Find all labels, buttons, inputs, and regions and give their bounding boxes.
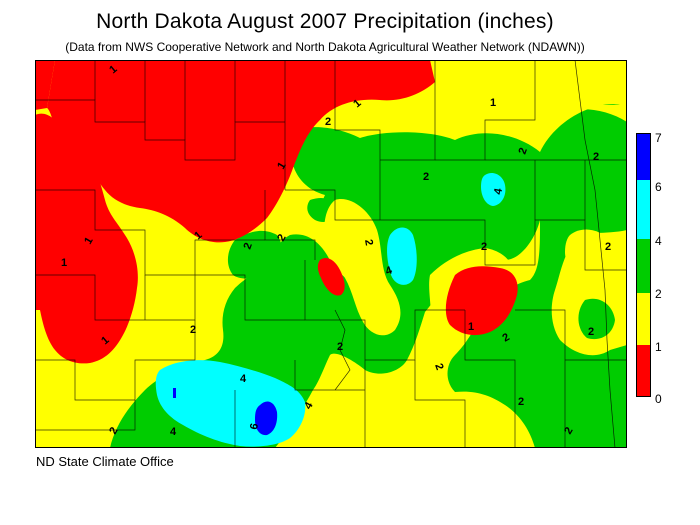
contour-label: 2 [337, 341, 343, 353]
contour-label: 1 [490, 97, 496, 109]
contour-label: 2 [481, 241, 487, 253]
contour-label: 2 [107, 425, 120, 436]
contour-label: 6 [248, 422, 261, 430]
contour-label: 1 [61, 257, 67, 269]
contour-label: 2 [605, 241, 611, 253]
map-subtitle: (Data from NWS Cooperative Network and N… [65, 40, 585, 54]
region-green-east [447, 104, 627, 448]
region-red-west [35, 113, 138, 364]
contour-label: 4 [384, 264, 395, 278]
contour-label: 1 [468, 321, 474, 333]
contour-label: 1 [275, 160, 288, 171]
contour-label: 2 [517, 146, 530, 156]
contour-label: 2 [501, 331, 512, 344]
region-cyan-northeast [481, 173, 506, 206]
contour-label: 2 [275, 232, 288, 243]
credit-text: ND State Climate Office [36, 454, 174, 469]
precipitation-map: 1 1 1 1 1 1 1 1 1 2 2 2 2 2 2 2 2 2 2 2 … [35, 60, 627, 448]
contour-label: 2 [242, 241, 255, 251]
contour-label: 4 [170, 426, 177, 438]
region-red-north [47, 60, 435, 243]
region-cyan-center [387, 227, 417, 285]
region-yellow-central [324, 199, 401, 336]
region-blue-southwest [255, 401, 278, 436]
contour-label: 2 [518, 396, 524, 408]
contour-label: 2 [362, 238, 375, 246]
contour-label: 4 [492, 187, 505, 196]
legend-frame [636, 133, 651, 397]
region-blue-small [173, 388, 176, 398]
legend-label: 0 [655, 392, 662, 406]
county-boundaries [35, 60, 627, 448]
contour-label: 2 [593, 151, 599, 163]
contour-label: 2 [190, 324, 196, 336]
contour-label: 2 [432, 362, 445, 372]
legend-label: 7 [655, 131, 662, 145]
region-red-central [317, 258, 345, 296]
legend-label: 2 [655, 287, 662, 301]
contour-label: 2 [562, 425, 575, 436]
map-border [35, 60, 627, 448]
legend-label: 6 [655, 180, 662, 194]
legend-label: 1 [655, 340, 662, 354]
contour-label: 1 [82, 235, 95, 246]
contour-label: 2 [588, 326, 594, 338]
region-yellow-east-band [565, 229, 615, 298]
region-red-east [445, 266, 518, 336]
region-red-northwest-strip [35, 60, 55, 110]
region-green-west [227, 230, 282, 279]
contour-label: 2 [423, 171, 429, 183]
legend-label: 4 [655, 234, 662, 248]
contour-label: 2 [325, 116, 331, 128]
contour-label: 4 [240, 373, 247, 385]
region-yellow-northeast [535, 105, 627, 142]
map-title: North Dakota August 2007 Precipitation (… [96, 10, 554, 33]
